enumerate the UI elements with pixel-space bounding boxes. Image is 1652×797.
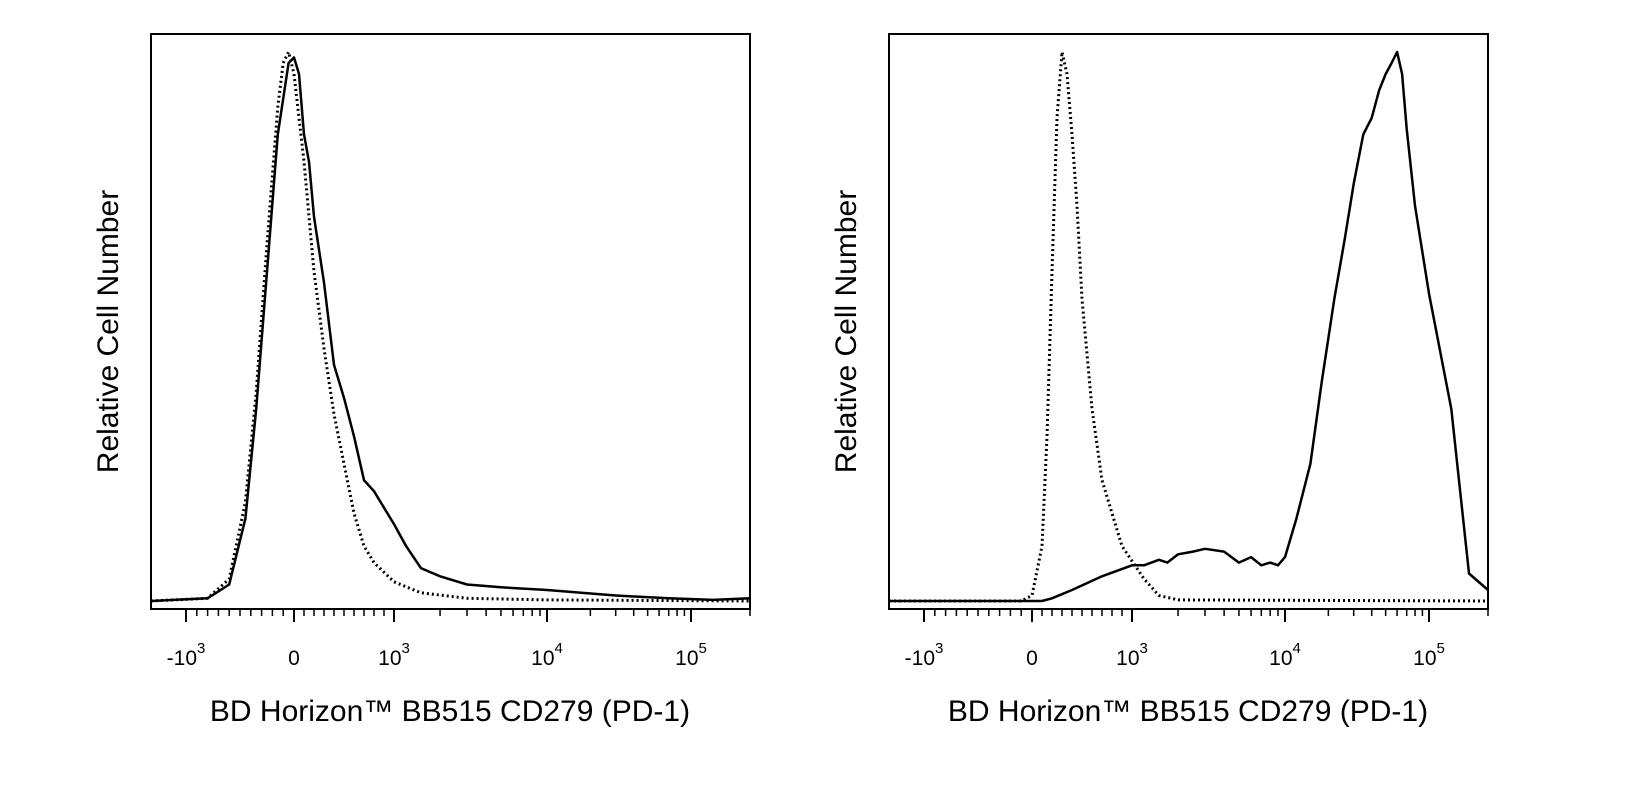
x-tick-label: 105 [1413, 640, 1445, 670]
y-axis-title: Relative Cell Number [92, 190, 125, 473]
x-tick-label: 103 [378, 640, 410, 670]
x-tick-label: 104 [1269, 640, 1301, 670]
x-tick-label: -103 [905, 640, 944, 670]
x-tick-label: 103 [1116, 640, 1148, 670]
plot-frame [150, 33, 751, 610]
right-histogram-panel: -103 0 103 104 105 Relative Cell Number BD Hor… [830, 33, 1489, 728]
isotype-control-curve [889, 50, 1489, 603]
x-tick-label: 0 [1026, 647, 1038, 670]
x-axis-title: BD Horizon™ BB515 CD279 (PD-1) [210, 695, 690, 728]
isotype-control-curve [150, 50, 751, 603]
x-tick-label: 104 [531, 640, 563, 670]
plot-frame [888, 33, 1489, 610]
y-axis-title: Relative Cell Number [830, 190, 863, 473]
x-tick-label: -103 [167, 640, 206, 670]
left-histogram-panel: -103 0 103 104 105 Relative Cell Number BD Hor… [92, 33, 751, 728]
x-tick-label: 0 [288, 647, 300, 670]
stained-sample-curve [889, 50, 1489, 603]
stained-sample-curve [150, 56, 751, 603]
x-tick-label: 105 [675, 640, 707, 670]
x-axis-title: BD Horizon™ BB515 CD279 (PD-1) [948, 695, 1428, 728]
